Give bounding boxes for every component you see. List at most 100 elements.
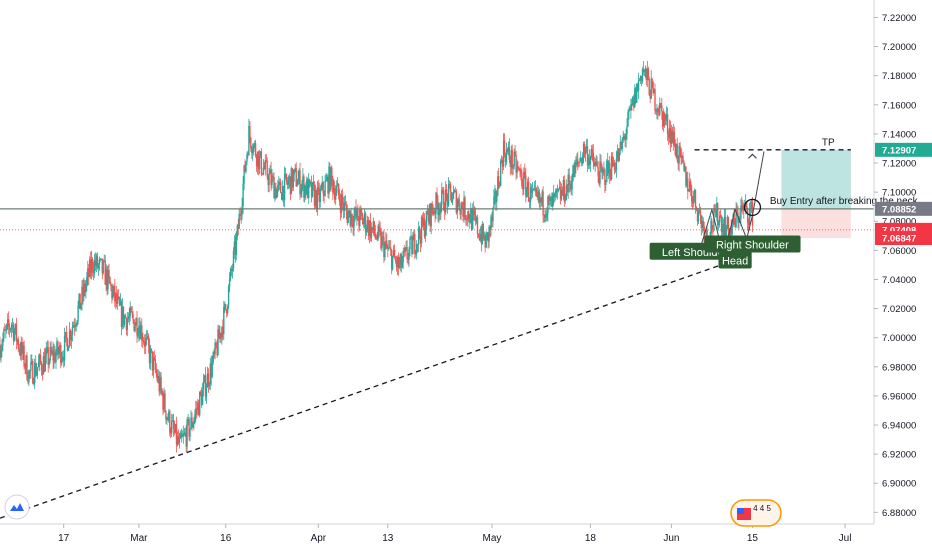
candle-body [477,233,480,236]
candle-body [741,204,743,206]
candle-body [555,191,557,194]
candle-body [335,193,337,200]
candle-body [17,339,19,349]
candle-body [670,130,673,144]
candle-body [63,335,66,361]
candle-body [213,352,215,355]
candle-body [467,211,469,220]
candle-body [324,181,326,196]
candle-body [336,183,339,187]
candle-body [557,189,560,192]
candle-body [432,211,434,214]
candle-body [673,131,675,145]
candle-body [43,356,46,372]
candle-body [530,187,533,193]
candle-body [466,218,468,220]
candle-body [677,159,679,164]
candle-body [71,327,74,335]
candle-body [664,113,666,121]
candle-body [451,199,454,203]
candle-body [629,109,631,111]
flag-badge[interactable]: 4 4 5 [730,499,782,527]
y-tick-label: 7.02000 [882,304,916,315]
candle-body [522,186,524,190]
candle-body [682,156,684,163]
candle-body [342,202,345,211]
candle-body [327,176,329,194]
candle-body [154,358,156,370]
annotation-buy-entry-after-breaking-the-neck: Buy Entry after breaking the neck [770,196,919,207]
candle-body [362,215,364,225]
candle-body [90,259,93,273]
candle-body [410,236,412,238]
candle-body [317,187,319,189]
candle-body [578,162,580,163]
candle-body [64,332,67,336]
candle-body [329,166,331,190]
y-tick-label: 6.98000 [882,362,916,373]
candle-body [472,209,474,229]
candle-body [147,336,150,346]
candle-body [605,181,607,186]
candle-body [400,254,402,268]
candle-body [284,174,287,175]
candle-body [166,417,168,420]
candle-body [269,170,271,174]
x-tick-label: Mar [130,533,148,544]
candle-body [403,251,405,253]
candle-body [543,214,545,216]
y-tick-label: 7.08000 [882,217,916,228]
candle-body [158,376,160,392]
candle-body [2,338,4,346]
candle-body [352,223,354,228]
candle-body [358,220,360,226]
candle-body [338,195,341,202]
candle-body [511,149,513,169]
candle-body [627,111,629,127]
candle-body [350,213,352,226]
candle-body [171,420,173,433]
candle-body [416,243,418,254]
candle-body [524,171,526,176]
candle-body [444,210,446,213]
candle-body [587,157,590,166]
candle-body [312,182,315,186]
candle-body [308,179,310,198]
candle-body [739,217,741,220]
candle-body [161,389,163,394]
candle-body [153,357,155,359]
tradingview-logo[interactable] [4,494,30,520]
y-tick-label: 6.96000 [882,391,916,402]
candle-body [725,228,728,239]
x-tick-label: Apr [311,533,327,544]
candle-body [233,241,236,251]
candle-body [57,341,59,355]
candle-body [330,167,332,190]
candle-body [117,296,119,304]
candle-body [178,438,181,444]
candle-body [283,174,286,201]
candle-body [429,204,431,227]
candle-body [413,234,415,241]
candle-body [88,268,90,277]
y-tick-label: 7.12000 [882,159,916,170]
candle-body [126,319,128,330]
candle-body [321,182,323,189]
candle-body [712,229,714,230]
price-label: 7.12907 [882,145,916,156]
candle-body [450,191,453,203]
candle-body [191,417,193,428]
x-tick-label: May [483,533,502,544]
candle-body [176,436,179,445]
x-tick-label: Jul [839,533,852,544]
candle-body [331,167,333,178]
candle-body [253,144,255,152]
candle-body [189,428,191,437]
candle-body [356,208,358,218]
candle-body [746,202,748,209]
candle-body [179,433,182,439]
candle-body [591,149,593,153]
candle-body [485,235,487,248]
candle-body [131,312,133,315]
